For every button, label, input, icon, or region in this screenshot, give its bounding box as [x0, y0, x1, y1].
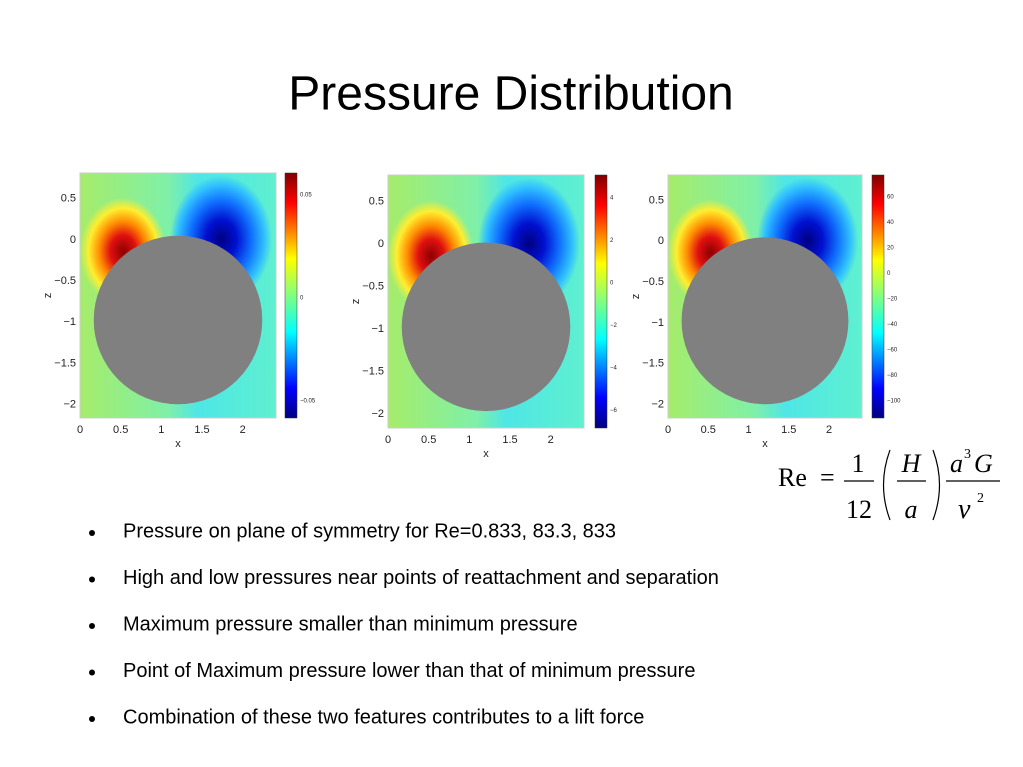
bullet-dot: [89, 716, 95, 722]
bullet-text: Pressure on plane of symmetry for Re=0.8…: [123, 520, 616, 542]
colorbar-tick-label: 60: [887, 194, 894, 200]
formula-text: H: [901, 449, 922, 478]
z-tick-label: −2: [651, 399, 664, 411]
z-tick-label: −1.5: [362, 365, 384, 377]
contour-plot: [668, 175, 862, 418]
cylinder: [93, 235, 263, 405]
bullet-text: Combination of these two features contri…: [123, 706, 644, 728]
x-tick-label: 0.5: [113, 424, 128, 436]
title: Pressure Distribution: [288, 68, 734, 121]
colorbar: [871, 174, 885, 419]
x-tick-label: 1: [158, 424, 164, 436]
bullet-dot: [89, 669, 95, 676]
cylinder: [681, 237, 849, 405]
z-tick-label: −1.5: [54, 357, 76, 369]
formula-text: a: [950, 449, 963, 478]
bullet-text: Point of Maximum pressure lower than tha…: [123, 660, 695, 682]
colorbar-tick-label: −40: [887, 322, 898, 328]
z-tick-label: 0.5: [61, 193, 76, 205]
colorbar-tick-label: 0.05: [300, 193, 312, 199]
bullet-dot: [89, 576, 95, 583]
x-tick-label: 0: [385, 434, 391, 446]
formula-text: 2: [977, 491, 984, 506]
colorbar-tick-label: −0.05: [300, 398, 316, 404]
x-tick-label: 0: [665, 424, 671, 436]
z-tick-label: −2: [371, 408, 384, 420]
z-axis-label: z: [42, 293, 54, 299]
z-axis-label: z: [350, 299, 362, 305]
colorbar-tick-label: −20: [887, 297, 898, 303]
x-tick-label: 2: [548, 434, 554, 446]
formula-text: 12: [846, 495, 872, 524]
z-tick-label: −1: [371, 323, 384, 335]
z-axis-label: z: [630, 294, 642, 300]
contour-plot: [80, 173, 276, 418]
x-tick-label: 0.5: [701, 424, 716, 436]
z-tick-label: −0.5: [362, 280, 384, 292]
formula-text: Re: [778, 463, 807, 492]
z-tick-label: 0: [70, 234, 76, 246]
contour-plot: [388, 175, 584, 428]
colorbar-tick-label: −100: [887, 399, 901, 405]
bullet-dot: [89, 623, 95, 629]
cylinder: [401, 242, 571, 412]
colorbar-tick-label: 2: [610, 238, 614, 244]
x-tick-label: 1.5: [502, 434, 517, 446]
z-tick-label: −0.5: [642, 276, 664, 288]
z-tick-label: −1: [63, 316, 76, 328]
formula-text: ν: [958, 494, 971, 525]
colorbar-tick-label: −60: [887, 348, 898, 354]
colorbar: [594, 174, 608, 429]
x-axis-label: x: [483, 448, 489, 460]
x-tick-label: 1.5: [781, 424, 796, 436]
formula-text: a: [905, 495, 918, 524]
x-tick-label: 2: [240, 424, 246, 436]
x-tick-label: 0.5: [421, 434, 436, 446]
x-tick-label: 0: [77, 424, 83, 436]
colorbar-tick-label: 4: [610, 195, 614, 201]
colorbar-tick-label: −4: [610, 365, 618, 371]
bullet-text: High and low pressures near points of re…: [123, 567, 719, 589]
plot-frame: [667, 174, 863, 419]
z-tick-label: −1: [651, 317, 664, 329]
x-tick-label: 2: [826, 424, 832, 436]
bullet-dot: [89, 530, 95, 536]
plot-frame: [79, 172, 277, 419]
x-tick-label: 1.5: [194, 424, 209, 436]
x-tick-label: 1: [745, 424, 751, 436]
z-tick-label: 0: [658, 235, 664, 247]
colorbar: [284, 172, 298, 419]
bullet-text: Maximum pressure smaller than minimum pr…: [123, 613, 578, 635]
x-axis-label: x: [762, 438, 768, 450]
colorbar-tick-label: 0: [610, 280, 614, 286]
colorbar-tick-label: −6: [610, 408, 618, 414]
formula-text: 1: [852, 449, 865, 478]
z-tick-label: 0.5: [649, 194, 664, 206]
colorbar-tick-label: −80: [887, 373, 898, 379]
plot-frame: [387, 174, 585, 429]
formula-text: G: [974, 449, 993, 478]
colorbar-tick-label: 20: [887, 245, 894, 251]
colorbar-tick-label: 40: [887, 220, 894, 226]
formula-text: 3: [964, 447, 971, 462]
formula-text: =: [820, 463, 835, 492]
z-tick-label: −2: [63, 398, 76, 410]
z-tick-label: −1.5: [642, 358, 664, 370]
colorbar-tick-label: 0: [300, 296, 304, 302]
x-axis-label: x: [175, 438, 181, 450]
colorbar-tick-label: −2: [610, 323, 618, 329]
z-tick-label: 0.5: [369, 195, 384, 207]
colorbar-tick-label: 0: [887, 271, 891, 277]
z-tick-label: 0: [378, 238, 384, 250]
z-tick-label: −0.5: [54, 275, 76, 287]
formula: Re = 1 12 H a a 3 G ν 2: [778, 447, 1000, 525]
x-tick-label: 1: [466, 434, 472, 446]
